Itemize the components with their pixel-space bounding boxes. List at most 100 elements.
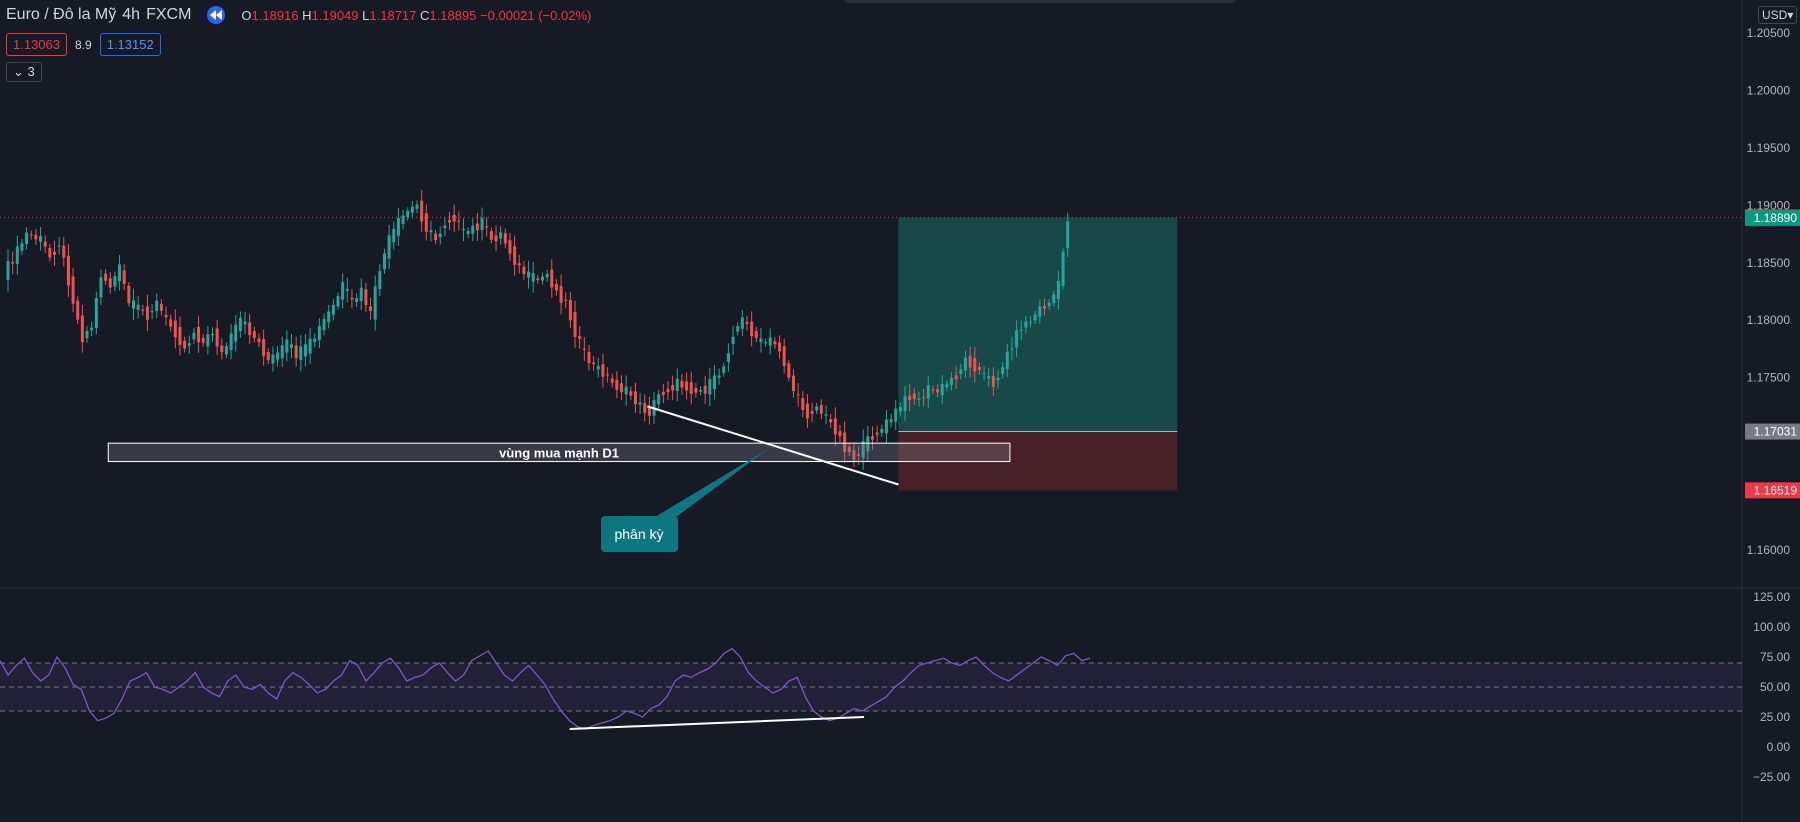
candle-body [234, 324, 238, 342]
rsi-tick-label: 0.00 [1767, 740, 1791, 754]
candle-body [359, 287, 363, 302]
candle-body [20, 243, 24, 251]
candle-body [494, 235, 498, 242]
candle-body [745, 322, 749, 325]
candle-body [680, 380, 684, 388]
candle-body [387, 235, 391, 259]
candle-body [62, 245, 66, 258]
candle-body [141, 309, 145, 311]
candle-body [620, 383, 624, 393]
candle-body [643, 402, 647, 413]
candle-body [327, 311, 331, 323]
buy-zone-label: vùng mua mạnh D1 [499, 445, 619, 460]
candle-body [875, 432, 879, 435]
candle-body [192, 332, 196, 340]
candle-body [466, 231, 470, 235]
candle-body [996, 378, 1000, 381]
candle-body [1038, 306, 1042, 317]
candle-body [355, 298, 359, 302]
candle-body [262, 339, 266, 356]
candle-body [843, 432, 847, 452]
candle-body [759, 338, 763, 343]
candle-body [578, 336, 582, 339]
candle-body [164, 314, 168, 317]
candle-body [52, 251, 56, 255]
candle-body [568, 300, 572, 321]
candle-body [550, 269, 554, 288]
candle-body [159, 303, 163, 311]
candle-body [657, 394, 661, 405]
candle-body [429, 230, 433, 233]
buy-button[interactable]: 1.13152 [99, 33, 161, 56]
candle-body [554, 283, 558, 291]
candle-body [573, 312, 577, 337]
candle-body [815, 406, 819, 411]
candle-body [341, 282, 345, 300]
candle-body [936, 389, 940, 393]
candle-body [71, 276, 75, 304]
candle-body [457, 220, 461, 222]
rsi-line [0, 647, 1091, 730]
candle-body [522, 266, 526, 275]
candle-body [127, 285, 131, 303]
candle-body [740, 317, 744, 329]
candle-body [471, 225, 475, 234]
target-zone [898, 217, 1178, 432]
sell-button[interactable]: 1.13063 [6, 33, 67, 56]
candle-body [824, 414, 828, 416]
candle-body [1029, 321, 1033, 323]
candle-body [963, 357, 967, 371]
rsi-tick-label: 25.00 [1760, 710, 1790, 724]
candle-body [299, 346, 303, 361]
candle-body [633, 391, 637, 405]
candle-body [224, 346, 228, 355]
candle-body [884, 419, 888, 434]
candle-body [1015, 330, 1019, 348]
candle-body [489, 231, 493, 240]
candle-body [857, 454, 861, 456]
candle-body [1056, 281, 1060, 300]
candle-body [294, 345, 298, 359]
symbol-header: Euro / Đô la Mỹ 4h FXCM O1.18916 H1.1904… [6, 6, 591, 24]
price-axis-badge-label: 1.16519 [1754, 483, 1798, 497]
candle-body [364, 289, 368, 306]
candle-body [448, 219, 452, 223]
replay-icon[interactable] [207, 6, 226, 24]
candle-body [1052, 294, 1056, 304]
candle-body [805, 403, 809, 419]
rsi-tick-label: 50.00 [1760, 680, 1790, 694]
candle-body [973, 358, 977, 372]
indicators-toggle[interactable]: ⌄ 3 [6, 62, 42, 82]
candle-body [452, 214, 456, 222]
candle-body [694, 388, 698, 393]
candle-body [252, 331, 256, 339]
currency-select[interactable]: USD▾ [1758, 6, 1798, 24]
rsi-divergence-line [569, 716, 865, 730]
price-tick-label: 1.16000 [1747, 543, 1791, 557]
symbol-name[interactable]: Euro / Đô la Mỹ [6, 6, 117, 23]
candle-body [206, 334, 210, 347]
price-tick-label: 1.18000 [1747, 313, 1791, 327]
candle-body [708, 379, 712, 395]
candle-body [950, 377, 954, 385]
candle-body [350, 297, 354, 300]
candle-body [131, 300, 135, 309]
spread-value: 8.9 [75, 37, 92, 52]
candle-body [731, 336, 735, 344]
candle-body [173, 320, 177, 338]
price-tick-label: 1.19500 [1747, 141, 1791, 155]
candle-body [1061, 251, 1065, 286]
candle-body [736, 326, 740, 332]
candle-body [378, 271, 382, 289]
candle-body [104, 273, 108, 281]
candle-body [308, 338, 312, 354]
candle-body [712, 375, 716, 390]
candle-body [57, 245, 61, 247]
candle-body [1047, 302, 1051, 307]
interval[interactable]: 4h [122, 6, 141, 23]
candle-body [345, 289, 349, 291]
candle-body [880, 428, 884, 433]
candle-body [382, 253, 386, 270]
candle-body [1019, 329, 1023, 331]
